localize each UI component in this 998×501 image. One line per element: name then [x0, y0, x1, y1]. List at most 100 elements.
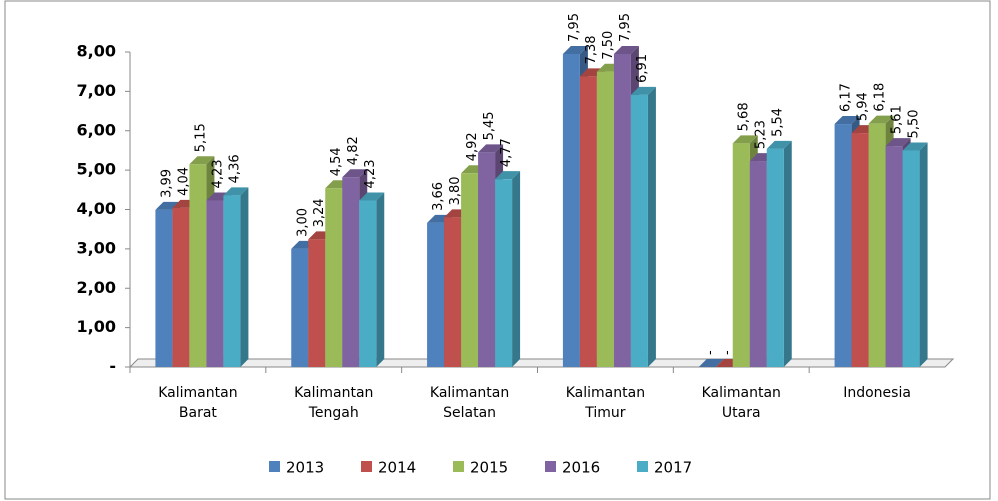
value-label: 4,23	[363, 159, 378, 188]
bar	[461, 173, 479, 367]
bar	[359, 200, 377, 367]
value-label: 3,24	[312, 198, 327, 227]
value-label: 3,00	[295, 208, 310, 237]
value-label: 5,50	[907, 109, 922, 138]
bar	[155, 209, 173, 367]
value-label: 6,91	[635, 54, 650, 83]
value-label: 3,66	[431, 182, 446, 211]
y-tick-label: 6,00	[77, 120, 116, 139]
value-label: 5,23	[754, 120, 769, 149]
bar	[868, 123, 886, 367]
value-label: 4,92	[465, 132, 480, 161]
y-tick-label: 5,00	[77, 160, 116, 179]
bar-top	[698, 359, 724, 367]
value-label: 5,54	[771, 108, 786, 137]
bar-top	[478, 144, 504, 153]
value-label: 5,45	[482, 111, 497, 140]
bar	[172, 207, 190, 367]
bar	[579, 76, 597, 367]
legend-swatch	[637, 461, 648, 472]
bar-top	[495, 171, 521, 180]
legend-label: 2013	[286, 459, 324, 477]
legend-label: 2017	[654, 459, 692, 477]
bar	[325, 188, 343, 367]
bar-top	[342, 169, 368, 178]
value-label: 6,17	[839, 83, 854, 112]
x-tick-label: Kalimantan Barat	[158, 385, 237, 421]
bar-top	[359, 192, 385, 201]
bar	[342, 177, 360, 367]
y-tick-label: 7,00	[77, 81, 116, 100]
bar-side	[240, 187, 249, 367]
y-tick-label: 1,00	[77, 317, 116, 336]
x-tick-label: Kalimantan Selatan	[430, 385, 509, 421]
bar-top	[732, 135, 758, 144]
value-label: 7,95	[567, 13, 582, 42]
bar-side	[647, 86, 656, 367]
bar	[308, 239, 326, 367]
bar-top	[834, 116, 860, 125]
bar-top	[630, 86, 656, 95]
bar	[851, 133, 869, 367]
value-label: 4,77	[499, 138, 514, 167]
bar	[427, 222, 445, 367]
bar	[613, 53, 631, 367]
bar	[189, 164, 207, 367]
value-label: 4,36	[227, 154, 242, 183]
bar	[834, 124, 852, 368]
bar	[596, 71, 614, 367]
value-label: 4,82	[346, 136, 361, 165]
y-tick-label: 3,00	[77, 238, 116, 257]
bar	[495, 179, 513, 367]
x-tick-label: Indonesia	[843, 385, 911, 401]
bar	[885, 146, 903, 367]
x-tick-label: Kalimantan Timur	[566, 385, 645, 421]
y-tick-label: -	[109, 357, 116, 376]
y-tick-label: 2,00	[77, 278, 116, 297]
value-label: 7,50	[601, 31, 616, 60]
bar-top	[885, 138, 911, 147]
value-label: 4,54	[329, 147, 344, 176]
legend-swatch	[269, 461, 280, 472]
bar	[630, 94, 648, 367]
value-label: 5,61	[890, 105, 905, 134]
bar-top	[766, 140, 792, 149]
bar	[291, 248, 309, 367]
bar-side	[783, 140, 792, 367]
value-label: 7,38	[584, 35, 599, 64]
bar	[749, 161, 767, 367]
bar-top	[562, 45, 588, 54]
floor	[128, 358, 955, 368]
value-label: 5,68	[737, 102, 752, 131]
value-label: 3,80	[448, 176, 463, 205]
value-label: 6,18	[873, 83, 888, 112]
x-tick-label: Kalimantan Utara	[702, 385, 781, 421]
value-label: 4,23	[210, 159, 225, 188]
y-tick-label: 4,00	[77, 199, 116, 218]
value-label: 5,94	[856, 92, 871, 121]
bar	[766, 148, 784, 367]
y-tick-label: 8,00	[77, 42, 116, 61]
bar-top	[223, 187, 249, 196]
x-tick-label: Kalimantan Tengah	[294, 385, 373, 421]
value-label: 3,99	[159, 169, 174, 198]
value-label: 4,04	[176, 167, 191, 196]
legend-swatch	[453, 461, 464, 472]
bar-side	[512, 171, 521, 367]
bar	[478, 152, 496, 367]
legend-label: 2015	[470, 459, 508, 477]
bar	[444, 217, 462, 367]
bar	[223, 195, 241, 367]
bar	[902, 150, 920, 367]
bar-side	[919, 142, 928, 367]
bar-top	[902, 142, 928, 151]
value-label: 5,15	[193, 123, 208, 152]
bar-side	[376, 192, 385, 367]
bar	[206, 200, 224, 367]
bar-top	[613, 45, 639, 54]
legend-label: 2016	[562, 459, 600, 477]
legend-swatch	[545, 461, 556, 472]
value-label: 7,95	[618, 13, 633, 42]
legend-swatch	[361, 461, 372, 472]
